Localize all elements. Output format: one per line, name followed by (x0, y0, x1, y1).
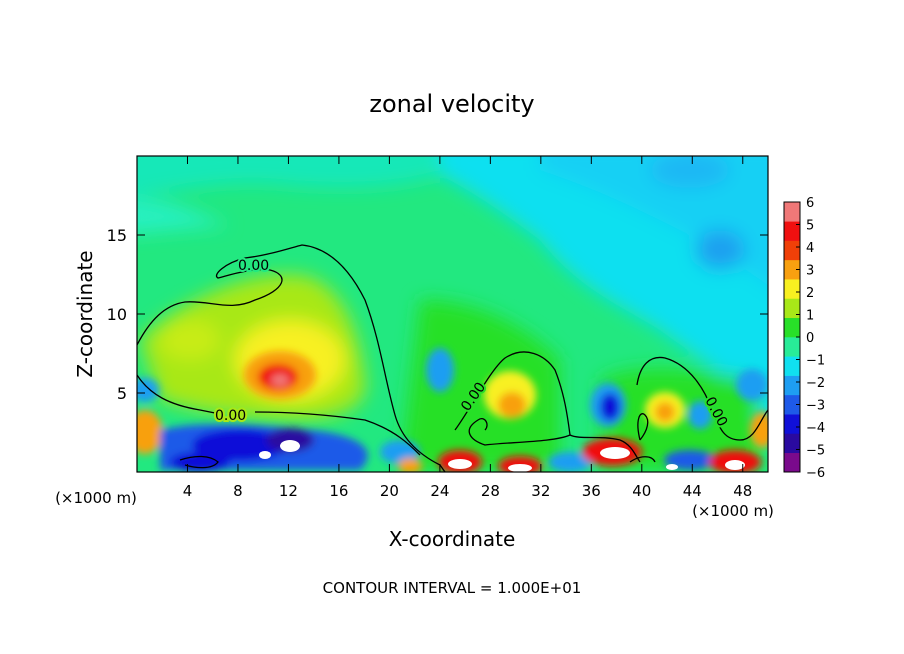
x-tick-label: 4 (183, 482, 193, 500)
colorbar-swatch (784, 414, 800, 434)
colorbar-swatch (784, 259, 800, 280)
y-axis: 5 10 15 (107, 226, 768, 403)
contour-line (179, 455, 219, 469)
contour-label: 0.00 (215, 408, 246, 424)
saturated-spots (259, 440, 745, 472)
y-tick-label: 5 (117, 384, 127, 403)
colorbar-swatch (784, 375, 800, 396)
colorbar-swatch (784, 317, 800, 338)
colorbar-swatch (784, 394, 800, 415)
x-tick-label: 8 (233, 482, 243, 500)
colorbar-swatch (784, 433, 800, 454)
contour-line (636, 356, 768, 441)
colorbar-swatch (784, 337, 800, 357)
colorbar-tick-label: 3 (806, 264, 814, 279)
colorbar-tick-label: −4 (806, 421, 825, 436)
x-tick-label: 40 (632, 482, 651, 500)
x-tick-label: 12 (279, 482, 298, 500)
colorbar-swatch (784, 240, 800, 261)
x-tick-label: 28 (481, 482, 500, 500)
contour-line (637, 413, 649, 441)
x-tick-label: 44 (683, 482, 702, 500)
contour-line (137, 244, 446, 472)
colorbar-tick-label: 4 (806, 241, 814, 256)
colorbar-tick-label: 1 (806, 309, 814, 324)
contour-line (137, 374, 421, 456)
colorbar-tick-label: −2 (806, 376, 825, 391)
colorbar-swatch (784, 221, 800, 241)
colorbar-tick-label: −6 (806, 466, 825, 481)
contour-label: 0.00 (238, 258, 269, 274)
colorbar-tick-label: −3 (806, 399, 825, 414)
x-unit-label-right: (×1000 m) (692, 502, 774, 520)
y-tick-label: 15 (107, 226, 127, 245)
x-tick-label: 36 (582, 482, 601, 500)
contour-line (454, 351, 571, 446)
colorbar: 6 5 4 3 2 1 0 −1 −2 −3 −4 −5 −6 (783, 196, 825, 481)
contour-line (569, 434, 641, 463)
colorbar-tick-label: −1 (806, 354, 825, 369)
colorbar-tick-label: 5 (806, 219, 814, 234)
colorbar-tick-label: 6 (806, 196, 814, 211)
y-axis-title: Z-coordinate (73, 250, 97, 377)
x-tick-label: 20 (380, 482, 399, 500)
zero-contours (137, 244, 768, 472)
contour-line (629, 456, 656, 463)
x-tick-label: 24 (430, 482, 449, 500)
x-axis-title: X-coordinate (389, 527, 516, 551)
contour-interval-note: CONTOUR INTERVAL = 1.000E+01 (323, 579, 582, 597)
colorbar-swatch (784, 356, 800, 376)
colorbar-swatch (784, 298, 800, 319)
x-tick-label: 48 (733, 482, 752, 500)
colorbar-swatch (784, 202, 800, 222)
x-unit-label: (×1000 m) (55, 489, 137, 507)
chart-title: zonal velocity (369, 90, 534, 118)
colorbar-swatch (784, 279, 800, 299)
colorbar-tick-label: 2 (806, 286, 814, 301)
colorbar-tick-label: −5 (806, 444, 825, 459)
y-tick-label: 10 (107, 305, 127, 324)
colorbar-tick-label: 0 (806, 331, 814, 346)
x-tick-label: 16 (329, 482, 348, 500)
plot-area: 0.00 0.00 0.00 0.00 (137, 156, 768, 472)
colorbar-swatch (784, 452, 800, 473)
x-tick-label: 32 (531, 482, 550, 500)
x-axis: 4 8 12 16 20 24 28 32 36 40 44 48 (183, 156, 752, 500)
